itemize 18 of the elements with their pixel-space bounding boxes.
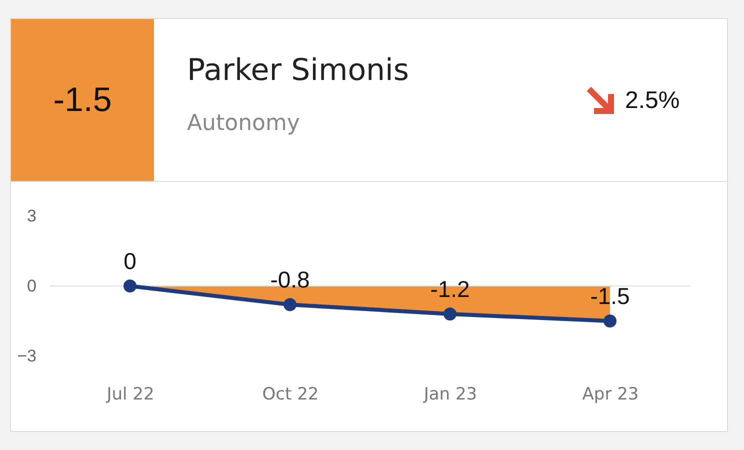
text: -1.5 [11,19,154,181]
point [603,314,617,328]
y-tick-label: 3 [27,206,36,226]
chart-subtitle: Autonomy [187,111,300,136]
x-tick-label: Oct 22 [262,384,319,404]
point [283,298,297,312]
y-tick-label: −3 [17,346,36,366]
text: 2.5% [625,87,680,115]
point [443,307,457,321]
data-label: 0 [124,248,136,274]
data-label: -0.8 [270,266,310,293]
x-tick-label: Apr 23 [582,384,639,404]
chart-title: Parker Simonis [187,53,410,88]
point [123,279,137,293]
data-label: -1.5 [590,283,630,309]
x-tick-label: Jan 23 [422,384,478,404]
y-tick-label: 0 [27,276,36,296]
x-tick-label: Jul 22 [106,384,154,404]
